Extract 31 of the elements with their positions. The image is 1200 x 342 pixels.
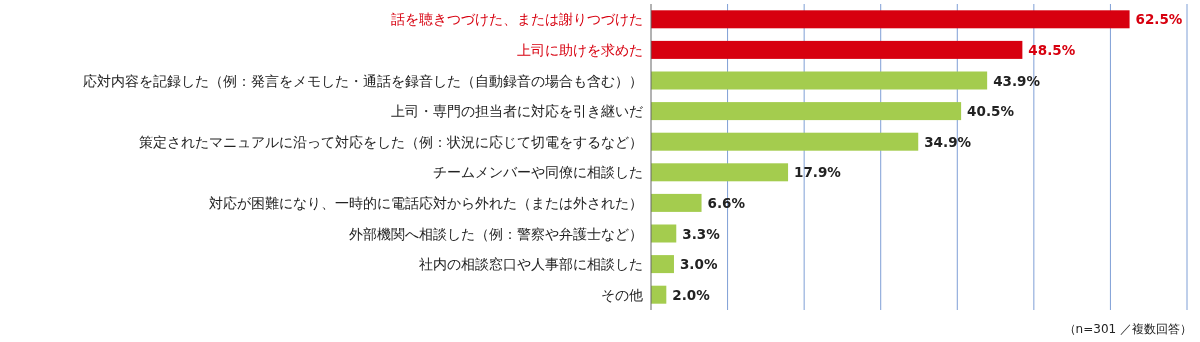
y-tick-label: 話を聴きつづけた、または謝りつづけた <box>391 11 643 28</box>
bar <box>651 224 677 243</box>
bar <box>651 193 702 212</box>
bar <box>651 163 789 182</box>
y-tick-label: 対応が困難になり、一時的に電話応対から外れた（または外された） <box>209 194 643 211</box>
bar <box>651 132 919 151</box>
bar <box>651 255 674 274</box>
bar <box>651 71 988 90</box>
bar <box>651 102 962 121</box>
y-tick-label: チームメンバーや同僚に相談した <box>433 164 643 181</box>
y-tick-label: 応対内容を記録した（例：発言をメモした・通話を録音した（自動録音の場合も含む）） <box>83 72 643 89</box>
bar <box>651 40 1023 59</box>
y-tick-label: 策定されたマニュアルに沿って対応をした（例：状況に応じて切電をするなど） <box>139 133 643 150</box>
data-label: 3.0% <box>679 256 718 273</box>
bar <box>651 10 1130 29</box>
data-label: 17.9% <box>794 164 842 181</box>
data-label: 6.6% <box>707 194 746 211</box>
y-tick-label: 社内の相談窓口や人事部に相談した <box>419 256 643 273</box>
bar <box>651 285 667 304</box>
y-tick-label: 上司に助けを求めた <box>517 41 643 58</box>
data-label: 3.3% <box>682 225 721 242</box>
data-label: 34.9% <box>924 133 972 150</box>
data-label: 40.5% <box>967 103 1015 120</box>
y-tick-label: その他 <box>601 286 643 303</box>
text: （n=301 ／複数回答） <box>1063 322 1192 336</box>
y-tick-label: 外部機関へ相談した（例：警察や弁護士など） <box>349 225 643 242</box>
data-label: 2.0% <box>672 286 711 303</box>
data-label: 48.5% <box>1028 41 1076 58</box>
data-label: 62.5% <box>1135 11 1183 28</box>
y-tick-label: 上司・専門の担当者に対応を引き継いだ <box>391 103 643 120</box>
data-label: 43.9% <box>993 72 1041 89</box>
